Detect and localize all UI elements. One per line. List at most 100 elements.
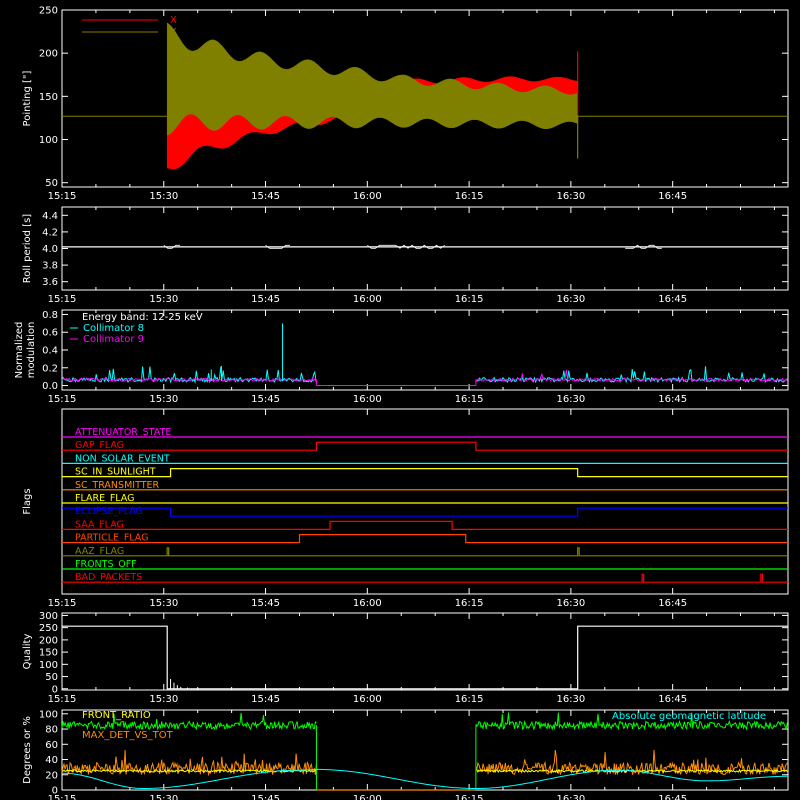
flag-label-sc-transmitter: SC_TRANSMITTER	[75, 480, 160, 491]
roll-xtick-label: 16:30	[556, 294, 585, 305]
geomag-panel: 15:15 15:30 15:45 16:00 16:15 16:30 16:45 0 20 40…	[22, 709, 789, 800]
roll-period-jitter	[367, 244, 445, 249]
roll-xtick-label: 16:45	[658, 294, 687, 305]
roll-xtick-label: 15:30	[149, 294, 178, 305]
legend-label-y: Y	[169, 27, 177, 38]
geomag-ylabel: Degrees or %	[22, 716, 33, 784]
pointing-xtick-label: 15:45	[251, 191, 280, 202]
modulation-ytick-label: 0.2	[42, 363, 58, 374]
quality-ytick-label: 50	[45, 672, 58, 683]
pointing-ytick-label: 250	[39, 6, 58, 17]
pointing-xtick-label: 16:00	[353, 191, 382, 202]
roll-period-jitter	[163, 244, 181, 249]
quality-ytick-label: 100	[39, 660, 58, 671]
geomag-xtick-label: 15:15	[48, 794, 77, 800]
pointing-xtick-label: 16:45	[658, 191, 687, 202]
geomag-ytick-label: 80	[45, 725, 58, 736]
pointing-panel: 15:15 15:30 15:45 16:00 16:15 16:30 16:45 50 100…	[22, 6, 789, 202]
flags-panel: 15:15 15:30 15:45 16:00 16:15 16:30 16:45 Flags…	[22, 408, 789, 609]
modulation-panel: 15:15 15:30 15:45 16:00 16:15 16:30 16:45 0.0 0.…	[14, 309, 789, 405]
quality-ytick-label: 300	[39, 611, 58, 622]
flags-xtick-label: 15:45	[251, 598, 280, 609]
pointing-plot	[62, 22, 788, 170]
geomag-ytick-label: 0	[52, 786, 58, 797]
geomag-ytick-label: 40	[45, 755, 58, 766]
roll-xtick-label: 15:45	[251, 294, 280, 305]
geomag-legend-latitude: Absolute geomagnetic latitude	[612, 711, 766, 722]
geomag-ytick-label: 100	[39, 709, 58, 720]
flags-xtick-label: 16:30	[556, 598, 585, 609]
flag-line-eclipse-flag	[62, 507, 788, 517]
quality-line	[62, 625, 788, 690]
flag-label-flare-flag: FLARE_FLAG	[75, 493, 135, 504]
modulation-collimator-9	[61, 369, 788, 383]
roll-period-jitter	[625, 244, 662, 249]
roll-ytick-label: 4.4	[42, 211, 58, 222]
pointing-xtick-label: 16:30	[556, 191, 585, 202]
roll-period-jitter	[265, 244, 290, 249]
pointing-xtick-label: 15:15	[48, 191, 77, 202]
geomag-legend-front-ratio: FRONT_RATIO	[82, 710, 151, 721]
flags-xtick-label: 15:30	[149, 598, 178, 609]
modulation-legend-label: Energy band: 12-25 keV	[82, 312, 203, 323]
modulation-xtick-label: 15:15	[48, 394, 77, 405]
modulation-legend-label: Collimator 8	[83, 323, 144, 334]
modulation-xtick-label: 16:00	[353, 394, 382, 405]
quality-xtick-label: 16:15	[455, 694, 484, 705]
flag-label-bad-packets: BAD_PACKETS	[75, 572, 142, 583]
quality-ytick-label: 250	[39, 623, 58, 634]
flags-xtick-label: 16:45	[658, 598, 687, 609]
quality-ytick-label: 0	[52, 684, 58, 695]
geomag-xtick-label: 15:45	[251, 794, 280, 800]
flags-ylabel: Flags	[22, 488, 33, 514]
quality-ytick-label: 200	[39, 635, 58, 646]
geomag-ytick-label: 60	[45, 740, 58, 751]
flag-label-eclipse-flag: ECLIPSE_FLAG	[75, 506, 143, 517]
roll-ytick-label: 4.2	[42, 227, 58, 238]
quality-xtick-label: 15:15	[48, 694, 77, 705]
pointing-ylabel: Pointing ["]	[22, 70, 33, 126]
flag-line-sc-in-sunlight	[62, 468, 788, 478]
flag-line-aaz-flag	[62, 547, 788, 557]
roll-panel: 15:15 15:30 15:45 16:00 16:15 16:30 16:45 3.6 3.…	[22, 206, 789, 305]
legend-label-x: X	[170, 15, 177, 26]
pointing-ytick-label: 200	[39, 49, 58, 60]
quality-xtick-label: 16:30	[556, 694, 585, 705]
max-det-vs-tot-series	[61, 749, 788, 777]
modulation-ytick-label: 0.8	[42, 310, 58, 321]
flag-line-particle-flag	[62, 534, 788, 544]
quality-xtick-label: 16:00	[353, 694, 382, 705]
flag-line-bad-packets	[62, 573, 788, 583]
modulation-xtick-label: 15:45	[251, 394, 280, 405]
modulation-xtick-label: 15:30	[149, 394, 178, 405]
pointing-xtick-label: 15:30	[149, 191, 178, 202]
geomagnetic-latitude-series	[61, 768, 788, 789]
geomag-ytick-label: 20	[45, 770, 58, 781]
modulation-xtick-label: 16:15	[455, 394, 484, 405]
flag-label-non-solar-event: NON_SOLAR_EVENT	[75, 453, 170, 464]
roll-ytick-label: 3.8	[42, 261, 58, 272]
flags-xtick-label: 16:15	[455, 598, 484, 609]
panels: 15:15 15:30 15:45 16:00 16:15 16:30 16:4550100…	[14, 6, 789, 800]
flag-label-attenuator-state: ATTENUATOR_STATE	[75, 427, 171, 438]
flag-label-fronts-off: FRONTS_OFF	[75, 559, 137, 570]
quality-xtick-label: 15:30	[149, 694, 178, 705]
flag-label-particle-flag: PARTICLE_FLAG	[75, 533, 148, 544]
quality-ytick-label: 150	[39, 648, 58, 659]
modulation-ylabel: Normalizedmodulation	[14, 322, 37, 379]
modulation-xtick-label: 16:30	[556, 394, 585, 405]
flags-xtick-label: 15:15	[48, 598, 77, 609]
modulation-ytick-label: 0.6	[42, 328, 58, 339]
flag-line-saa-flag	[62, 520, 788, 530]
pointing-ytick-label: 100	[39, 135, 58, 146]
quality-xtick-label: 15:45	[251, 694, 280, 705]
modulation-ytick-label: 0.4	[42, 346, 58, 357]
roll-ytick-label: 4.0	[42, 244, 58, 255]
modulation-xtick-label: 16:45	[658, 394, 687, 405]
flag-label-saa-flag: SAA_FLAG	[75, 519, 124, 530]
flags-xtick-label: 16:00	[353, 598, 382, 609]
quality-xtick-label: 16:45	[658, 694, 687, 705]
flag-label-gap-flag: GAP_FLAG	[75, 440, 124, 451]
geomag-xtick-label: 16:00	[353, 794, 382, 800]
